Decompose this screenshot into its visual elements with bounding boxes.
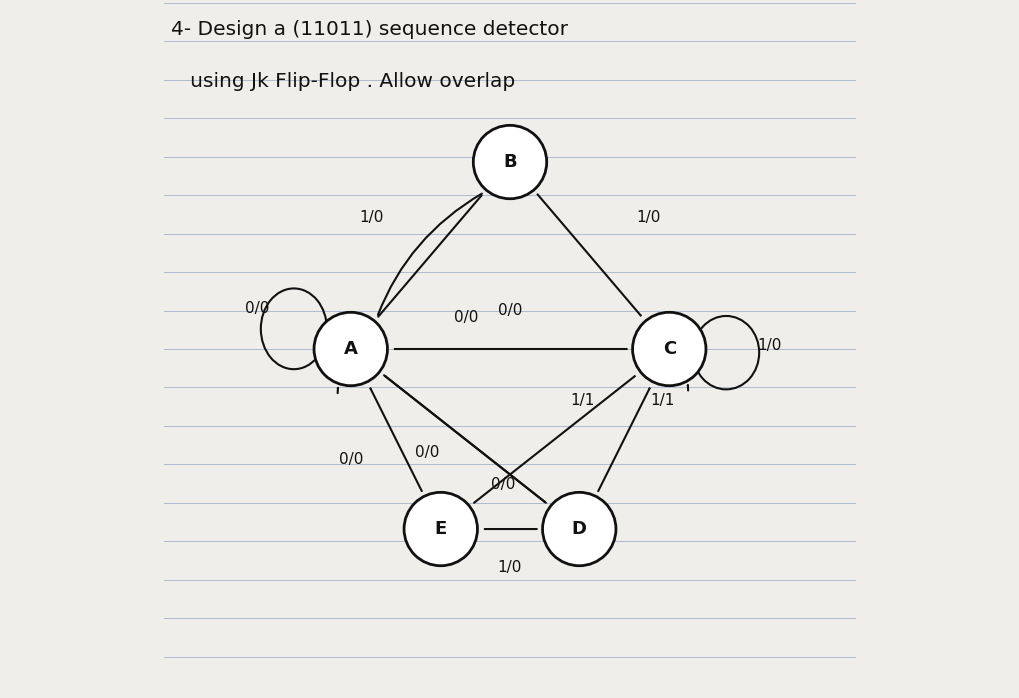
Text: 0/0: 0/0 bbox=[490, 477, 515, 491]
Text: A: A bbox=[343, 340, 358, 358]
FancyArrowPatch shape bbox=[378, 193, 481, 315]
Text: 0/0: 0/0 bbox=[338, 452, 363, 467]
Text: B: B bbox=[502, 153, 517, 171]
Text: 1/0: 1/0 bbox=[636, 210, 660, 225]
Text: 1/0: 1/0 bbox=[497, 560, 522, 574]
Text: C: C bbox=[662, 340, 676, 358]
Circle shape bbox=[473, 126, 546, 199]
FancyArrowPatch shape bbox=[370, 388, 422, 491]
Text: D: D bbox=[572, 520, 586, 538]
Text: 0/0: 0/0 bbox=[415, 445, 438, 461]
Text: 1/0: 1/0 bbox=[359, 210, 383, 225]
Circle shape bbox=[542, 492, 615, 566]
Text: 1/1: 1/1 bbox=[649, 394, 674, 408]
Text: 1/1: 1/1 bbox=[570, 394, 594, 408]
Text: 1/0: 1/0 bbox=[756, 338, 781, 352]
Text: 0/0: 0/0 bbox=[497, 304, 522, 318]
Text: E: E bbox=[434, 520, 446, 538]
Text: 4- Design a (11011) sequence detector: 4- Design a (11011) sequence detector bbox=[170, 20, 568, 39]
Circle shape bbox=[314, 312, 387, 386]
FancyArrowPatch shape bbox=[597, 388, 649, 491]
Text: using Jk Flip-Flop . Allow overlap: using Jk Flip-Flop . Allow overlap bbox=[170, 72, 515, 91]
FancyArrowPatch shape bbox=[378, 195, 481, 317]
FancyArrowPatch shape bbox=[537, 194, 640, 315]
Text: 0/0: 0/0 bbox=[246, 301, 269, 316]
FancyArrowPatch shape bbox=[384, 376, 544, 502]
Circle shape bbox=[632, 312, 705, 386]
FancyArrowPatch shape bbox=[385, 376, 545, 503]
Text: 0/0: 0/0 bbox=[453, 311, 478, 325]
FancyArrowPatch shape bbox=[474, 376, 634, 503]
Circle shape bbox=[404, 492, 477, 566]
